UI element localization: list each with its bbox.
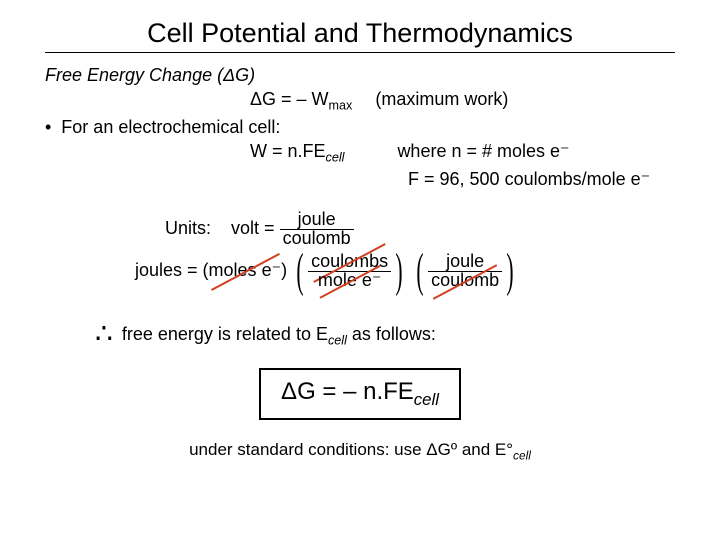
frac-joule-coulomb: joule coulomb [280,211,354,247]
eq2-sub: cell [326,151,345,165]
footnote: under standard conditions: use ΔGº and E… [45,440,675,462]
eq1-sub: max [329,99,353,113]
footnote-text: under standard conditions: use ΔGº and E… [189,440,513,459]
strike-mole-e: mole e⁻ [318,270,382,290]
boxed-content: ΔG = – n.FEcell [259,368,461,420]
equation-W: W = n.FEcell where n = # moles e⁻ [45,139,675,167]
therefore-icon: ∴ [95,317,113,351]
eq2-left: W = n.FE [250,141,326,161]
therefore-line: ∴ free energy is related to Ecell as fol… [45,314,675,348]
boxed-sub: cell [414,390,439,409]
rparen1-icon: ) [396,250,403,292]
F-value: F = 96, 500 coulombs/mole e⁻ [45,167,675,191]
boxed-left: ΔG = – n.FE [281,378,414,405]
slide: Cell Potential and Thermodynamics Free E… [0,0,720,540]
frac-coulombs-mole: coulombs mole e⁻ [308,253,391,289]
strike-moles-e: moles e⁻ [209,260,282,280]
therefore-sub: cell [328,334,347,348]
title-underline [45,52,675,53]
frac-joule-coulomb-2: joule coulomb [428,253,502,289]
footnote-sub: cell [513,449,531,463]
units-row-volt: Units: volt = joule coulomb [45,211,675,247]
units-label: Units: [165,218,211,238]
strike-coulomb-2: coulomb [431,270,499,290]
equation-deltaG: ΔG = – Wmax (maximum work) [45,87,675,115]
lparen2-icon: ( [417,250,424,292]
boxed-equation: ΔG = – n.FEcell [45,368,675,420]
units-row-dim: joules = (moles e⁻) ( coulombs mole e⁻ )… [45,250,675,292]
frac1-den: coulomb [280,229,354,248]
lparen1-icon: ( [296,250,303,292]
subtitle: Free Energy Change (ΔG) [45,63,675,87]
bullet-electrochem: • For an electrochemical cell: [45,115,675,139]
eq1-left: ΔG = – W [250,89,329,109]
units-block: Units: volt = joule coulomb joules = (mo… [45,211,675,292]
therefore-text: free energy is related to E [122,324,328,344]
volt-eq: volt = [231,218,275,238]
where-n: where n = # moles e⁻ [349,139,569,163]
eq1-right: (maximum work) [357,87,508,111]
rparen2-icon: ) [507,250,514,292]
slide-title: Cell Potential and Thermodynamics [45,18,675,49]
frac1-num: joule [280,211,354,229]
units-lhs: joules = (moles e⁻) [135,260,287,280]
therefore-tail: as follows: [347,324,436,344]
